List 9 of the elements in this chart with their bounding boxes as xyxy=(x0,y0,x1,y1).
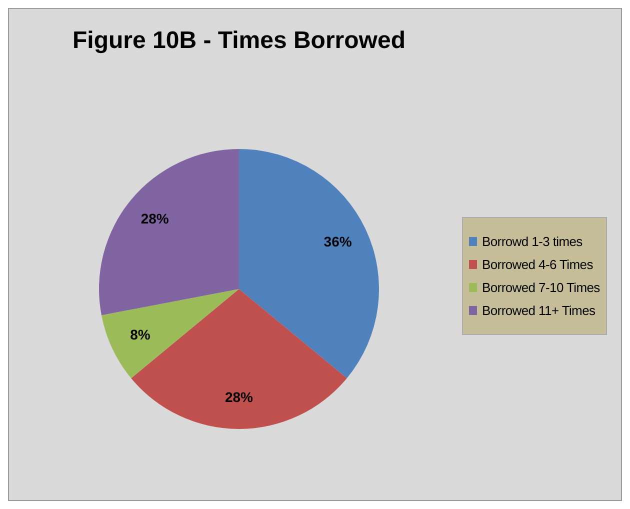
legend-label: Borrowed 11+ Times xyxy=(482,303,596,318)
data-label: 36% xyxy=(324,233,352,250)
data-label: 28% xyxy=(140,210,170,226)
chart-title: Figure 10B - Times Borrowed xyxy=(72,27,406,55)
legend-label: Borrowed 4-6 Times xyxy=(482,257,593,272)
legend-label: Borrowed 7-10 Times xyxy=(482,280,600,295)
data-label: 28% xyxy=(224,389,254,406)
data-label: 8% xyxy=(130,326,151,342)
legend-label: Borrowd 1-3 times xyxy=(482,234,582,249)
